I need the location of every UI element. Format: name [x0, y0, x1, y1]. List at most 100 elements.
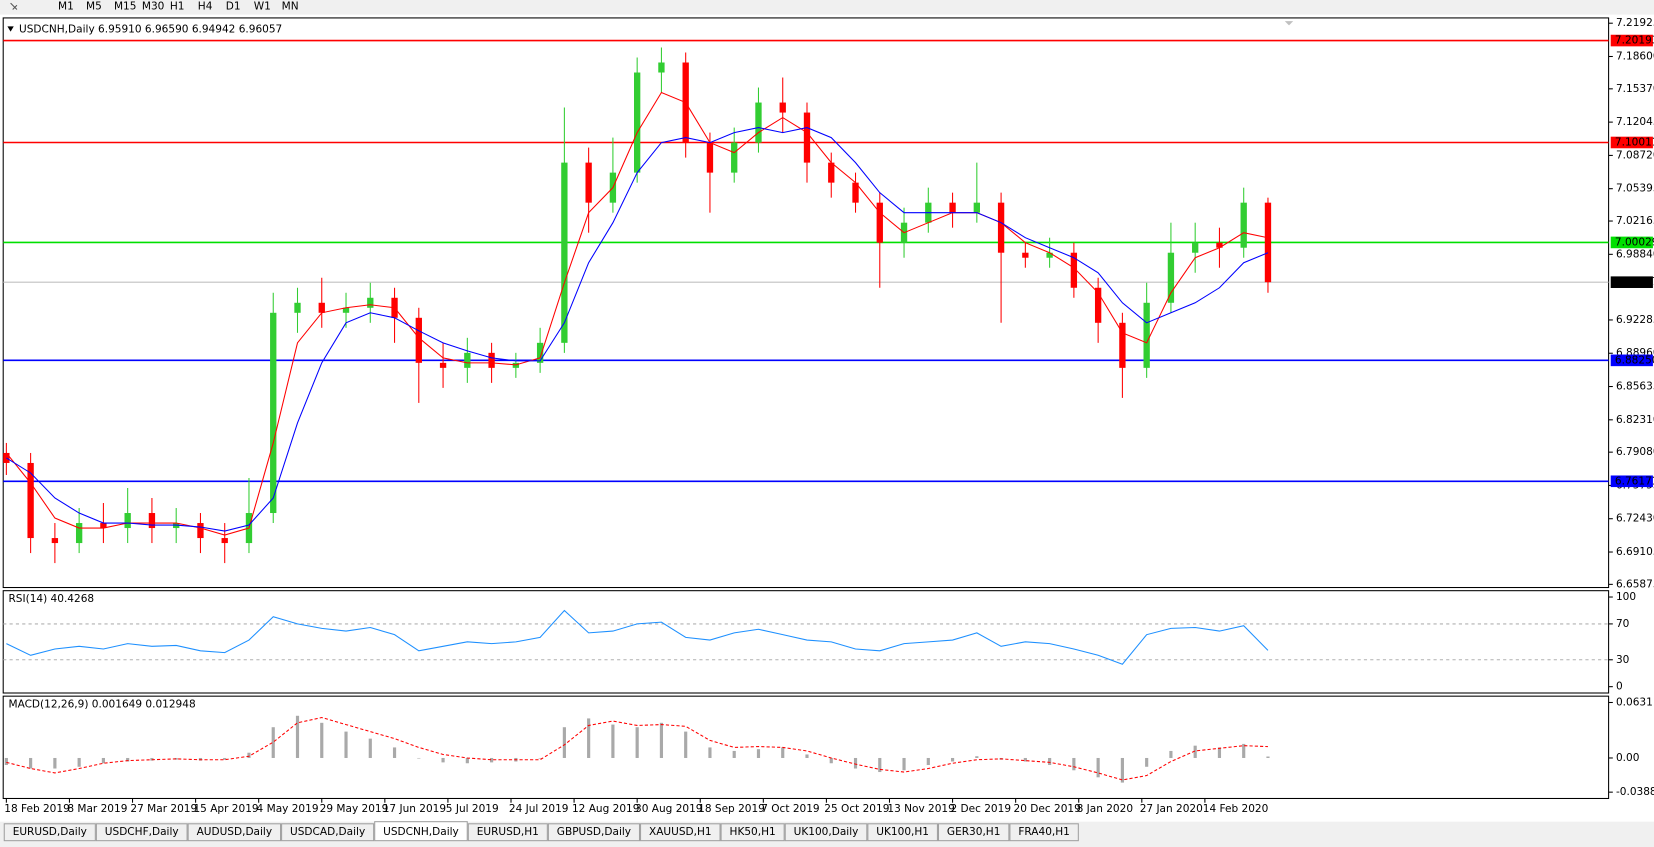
level-label-bg [1610, 236, 1653, 249]
x-tick-label: 8 Jan 2020 [1077, 803, 1133, 815]
timeframe-button[interactable]: M30 [142, 0, 165, 12]
macd-bar [29, 757, 33, 769]
tab-bg[interactable] [187, 823, 282, 842]
macd-bar [853, 757, 858, 769]
x-tick-label: 25 Oct 2019 [824, 803, 889, 815]
y-tick-label: 0.00 [1616, 752, 1639, 764]
tab[interactable]: USDCAD,Daily [290, 826, 365, 838]
timeframe-button[interactable]: H4 [198, 0, 213, 12]
candle-body [270, 312, 277, 514]
macd-bar [392, 747, 397, 758]
y-tick-label: 30 [1616, 654, 1629, 666]
x-tick-label: 27 Jan 2020 [1140, 803, 1203, 815]
macd-bar [344, 731, 348, 758]
macd-bar [368, 738, 372, 758]
candle-body [803, 112, 811, 163]
scroll-marker [1284, 21, 1294, 26]
tab-bg[interactable] [784, 823, 868, 842]
tab[interactable]: XAUUSD,H1 [649, 826, 712, 838]
candle-body [464, 352, 471, 368]
toolbar-icon [10, 2, 18, 10]
tab-bg[interactable] [640, 823, 721, 842]
moving-average [5, 91, 1269, 536]
level-label: 6.96057 [1615, 276, 1654, 288]
candle-body [755, 102, 762, 143]
tab-bg[interactable] [720, 823, 785, 842]
level-label: 6.88250 [1615, 354, 1654, 366]
timeframe-button[interactable]: H1 [170, 0, 185, 12]
tab-bg[interactable] [281, 823, 375, 842]
chart-title: USDCNH,Daily 6.95910 6.96590 6.94942 6.9… [19, 24, 282, 36]
x-tick-label: 4 May 2019 [257, 803, 319, 815]
macd-bar [732, 750, 736, 758]
level-label: 7.10011 [1615, 136, 1654, 148]
tab-bg[interactable] [467, 823, 548, 842]
tab-bg[interactable] [374, 821, 468, 842]
y-tick-label: 6.98840 [1616, 248, 1654, 260]
macd-bar [902, 757, 906, 771]
x-tick-label: 12 Aug 2019 [572, 803, 639, 815]
x-tick-label: 30 Aug 2019 [635, 803, 702, 815]
x-tick-label: 2 Dec 2019 [950, 803, 1011, 815]
timeframe-button[interactable]: MN [282, 0, 299, 12]
tab[interactable]: AUDUSD,Daily [197, 826, 273, 838]
candle-body [876, 202, 883, 243]
timeframe-button[interactable]: W1 [254, 0, 271, 12]
tab-bg[interactable] [95, 823, 188, 842]
macd-bar [465, 757, 469, 764]
candle-body [197, 523, 204, 539]
candle-body [1070, 252, 1078, 288]
timeframe-button[interactable]: D1 [226, 0, 241, 12]
candle-body [439, 362, 447, 368]
tab-bg[interactable] [1009, 823, 1079, 842]
y-tick-label: 7.18600 [1616, 50, 1654, 62]
tab[interactable]: GBPUSD,Daily [557, 826, 631, 838]
macd-title: MACD(12,26,9) 0.001649 0.012948 [8, 699, 195, 711]
macd-panel [2, 695, 1610, 800]
moving-average [6, 127, 1269, 532]
y-tick-label: 7.08720 [1616, 149, 1654, 161]
tab-bg[interactable] [937, 823, 1010, 842]
candle-body [1264, 202, 1272, 283]
tab[interactable]: HK50,H1 [730, 826, 776, 838]
tab[interactable]: EURUSD,H1 [477, 826, 539, 838]
tab-bg[interactable] [3, 823, 96, 842]
candle-body [221, 538, 228, 544]
tab[interactable]: UK100,H1 [876, 826, 929, 838]
macd-bar [417, 757, 421, 759]
y-tick-label: 7.12045 [1616, 116, 1654, 128]
tab[interactable]: GER30,H1 [947, 826, 1001, 838]
macd-bar [4, 757, 8, 766]
candle-body [1216, 242, 1223, 248]
tab[interactable]: EURUSD,Daily [13, 826, 87, 838]
level-label-bg [1610, 276, 1653, 288]
candle-body [536, 342, 544, 363]
tab[interactable]: FRA40,H1 [1018, 826, 1070, 838]
rsi-title: RSI(14) 40.4268 [8, 593, 94, 605]
candle-body [731, 142, 738, 173]
x-tick-label: 24 Jul 2019 [509, 803, 569, 815]
macd-bar [1242, 743, 1246, 758]
y-tick-label: 7.15370 [1616, 83, 1654, 95]
macd-bar [1023, 757, 1027, 762]
macd-bar [829, 757, 833, 764]
tab-bg[interactable] [867, 823, 938, 842]
timeframe-button[interactable]: M5 [86, 0, 102, 12]
x-tick-label: 29 May 2019 [320, 803, 389, 815]
y-tick-label: -0.038872 [1616, 786, 1654, 798]
timeframe-button[interactable]: M15 [114, 0, 137, 12]
macd-bar [756, 749, 761, 758]
timeframe-button[interactable]: M1 [58, 0, 74, 12]
tab[interactable]: USDCHF,Daily [105, 826, 179, 838]
macd-bar [490, 757, 494, 763]
y-tick-label: 7.05395 [1616, 183, 1654, 195]
level-label: 7.00029 [1615, 236, 1654, 248]
tab-bg[interactable] [547, 823, 641, 842]
tab[interactable]: UK100,Daily [794, 826, 859, 838]
tab[interactable]: USDCNH,Daily [383, 826, 459, 838]
candle-body [997, 202, 1005, 253]
x-tick-label: 5 Jul 2019 [446, 803, 499, 815]
